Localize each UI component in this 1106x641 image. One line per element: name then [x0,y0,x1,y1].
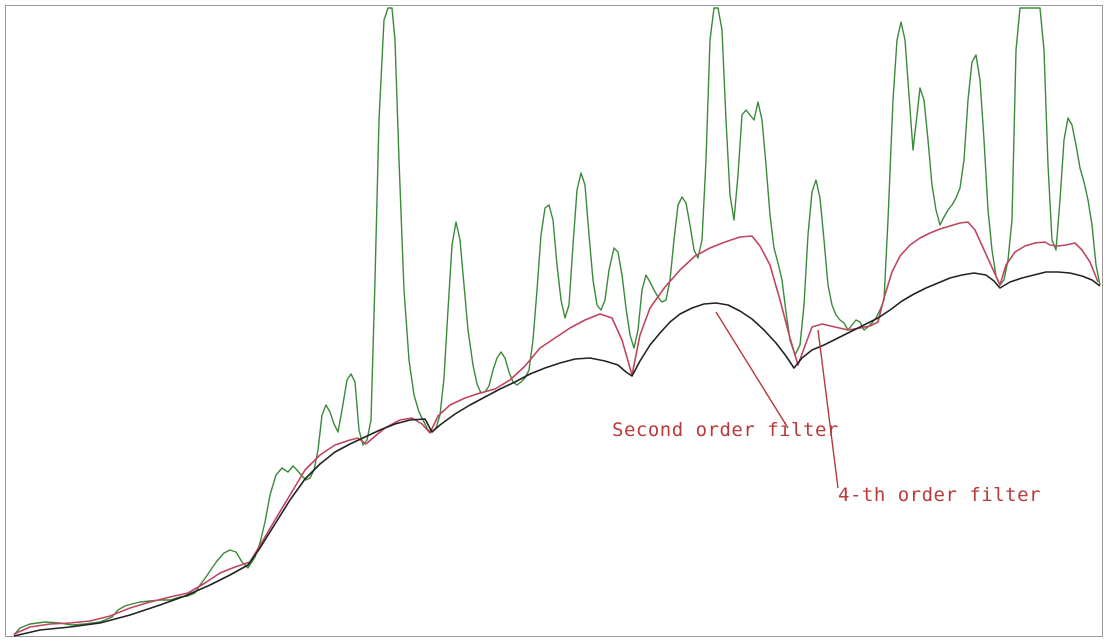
fourth-order-leader-line [817,329,839,489]
second-order-leader-line [715,311,789,429]
second-order-filter-label: Second order filter [612,419,839,441]
fourth-order-filter-line [13,271,1101,637]
second-order-filter-line [13,221,1099,635]
annotation-labels: Second order filter 4-th order filter [612,419,1041,506]
raw-signal-line [13,7,1101,636]
chart-frame [5,5,1103,637]
annotation-leaders [715,311,839,489]
fourth-order-filter-label: 4-th order filter [838,484,1041,506]
series-layer [13,7,1101,637]
